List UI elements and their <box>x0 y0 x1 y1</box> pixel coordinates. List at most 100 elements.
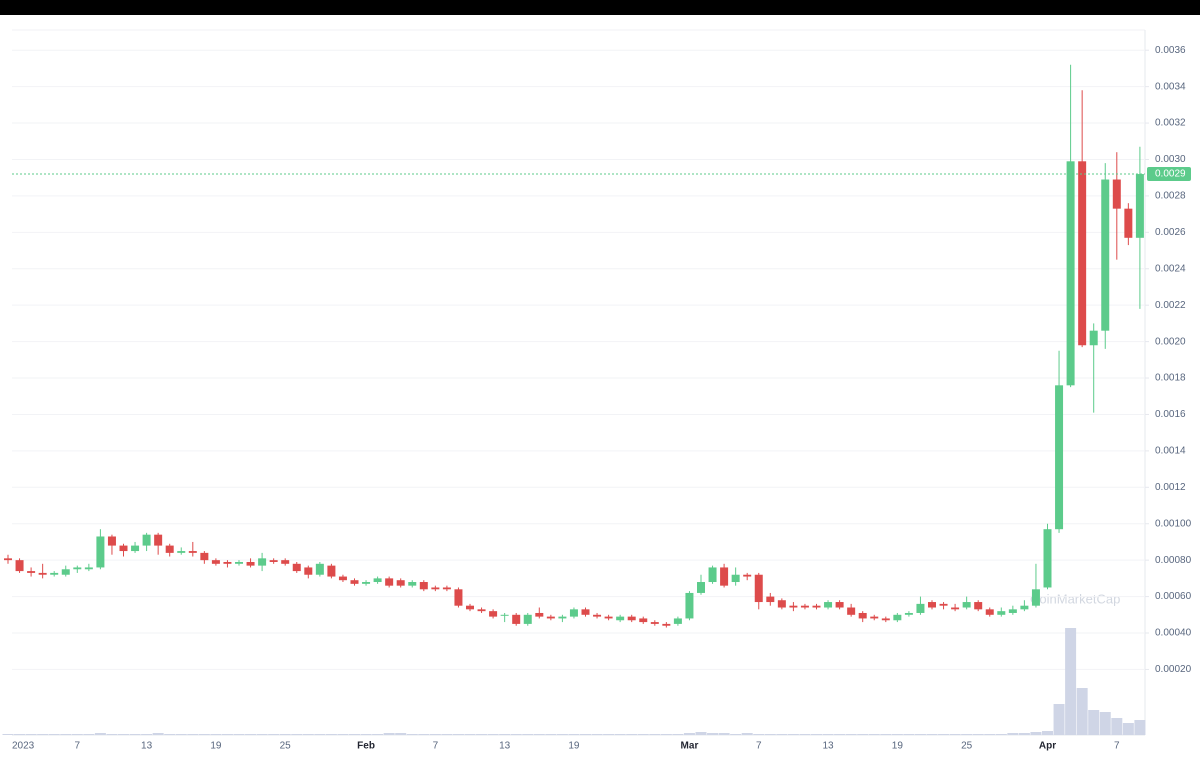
candle-body <box>477 609 486 612</box>
candle-body <box>662 623 671 626</box>
volume-bar <box>845 734 857 735</box>
candle-body <box>408 582 417 586</box>
candle-body <box>165 545 174 553</box>
candle-body <box>951 607 960 610</box>
candle-body <box>777 600 786 608</box>
x-tick-label: 25 <box>280 741 292 752</box>
volume-bar <box>995 734 1007 735</box>
volume-bar <box>187 734 199 735</box>
candle-body <box>200 552 209 561</box>
volume-bar <box>256 734 268 735</box>
candle-body <box>304 567 313 575</box>
y-tick-label: 0.0026 <box>1155 227 1186 238</box>
volume-bar <box>880 734 892 735</box>
volume-bar <box>2 734 14 735</box>
candle-body <box>362 582 371 584</box>
x-tick-label: 7 <box>1114 741 1120 752</box>
volume-bar <box>83 734 95 735</box>
candle-body <box>50 572 59 575</box>
volume-bar <box>302 734 314 735</box>
candle-body <box>789 605 798 608</box>
volume-bar <box>48 734 60 735</box>
candle-body <box>650 622 659 624</box>
candle-body <box>708 567 717 583</box>
volume-bar <box>1088 710 1100 735</box>
y-tick-label: 0.00020 <box>1155 664 1192 675</box>
volume-bar <box>614 734 626 735</box>
top-bar <box>0 0 1200 15</box>
volume-bar <box>1111 718 1123 735</box>
volume-bar <box>418 734 430 735</box>
candle-body <box>997 611 1006 615</box>
candle-body <box>812 605 821 608</box>
volume-bar <box>787 734 799 735</box>
candle-body <box>766 596 775 603</box>
y-tick-label: 0.0030 <box>1155 154 1186 165</box>
volume-bar <box>291 734 303 735</box>
y-tick-label: 0.00040 <box>1155 628 1192 639</box>
volume-bar <box>360 734 372 735</box>
candle-body <box>96 536 105 568</box>
volume-bar <box>776 734 788 735</box>
volume-bar <box>141 734 153 735</box>
volume-bar <box>164 734 176 735</box>
candle-body <box>292 563 301 572</box>
candle-body <box>858 612 867 619</box>
candle-body <box>338 576 347 581</box>
volume-bar <box>914 734 926 735</box>
volume-bar <box>279 734 291 735</box>
volume-bar <box>210 734 222 735</box>
candle-body <box>489 611 498 617</box>
volume-bar <box>799 734 811 735</box>
candle-body <box>61 569 70 575</box>
volume-bar <box>383 733 395 735</box>
volume-bar <box>406 734 418 735</box>
y-tick-label: 0.0020 <box>1155 336 1186 347</box>
y-tick-label: 0.0012 <box>1155 482 1186 493</box>
volume-bar <box>1042 731 1053 735</box>
candle-body <box>442 587 451 590</box>
x-tick-label: 13 <box>141 741 153 752</box>
candle-body <box>939 603 948 606</box>
candle-body <box>269 560 278 562</box>
candle-body <box>916 603 925 613</box>
candle-body <box>881 618 890 621</box>
y-tick-label: 0.0024 <box>1155 263 1186 274</box>
volume-bar <box>580 734 591 735</box>
candle-body <box>974 602 983 610</box>
volume-bar <box>591 734 603 735</box>
candle-body <box>1124 208 1133 238</box>
candle-body <box>581 609 590 615</box>
volume-bar <box>1076 688 1088 735</box>
candle-body <box>73 567 82 570</box>
candle-body <box>27 571 36 573</box>
volume-bar <box>961 734 973 735</box>
volume-bar <box>268 734 280 735</box>
volume-bar <box>695 732 707 735</box>
x-tick-label: 19 <box>892 741 904 752</box>
candle-body <box>188 551 197 553</box>
volume-bar <box>245 734 257 735</box>
volume-bar <box>1053 704 1065 735</box>
volume-bar <box>349 734 360 735</box>
volume-bar <box>25 734 37 735</box>
volume-bar <box>464 734 476 735</box>
volume-bar <box>37 734 49 735</box>
volume-bar <box>325 734 337 735</box>
candle-body <box>870 616 879 619</box>
candle-body <box>720 567 729 586</box>
candle-body <box>904 612 913 615</box>
candle-body <box>373 578 382 583</box>
volume-bar <box>891 734 903 735</box>
candle-body <box>142 534 151 546</box>
volume-bar <box>60 734 72 735</box>
watermark: CoinMarketCap <box>1030 591 1120 606</box>
last-price-label: 0.0029 <box>1155 169 1186 180</box>
candle-body <box>962 602 971 608</box>
candle-body <box>593 614 602 617</box>
x-tick-label: 13 <box>822 741 834 752</box>
y-tick-label: 0.0018 <box>1155 373 1186 384</box>
candle-body <box>84 567 93 570</box>
